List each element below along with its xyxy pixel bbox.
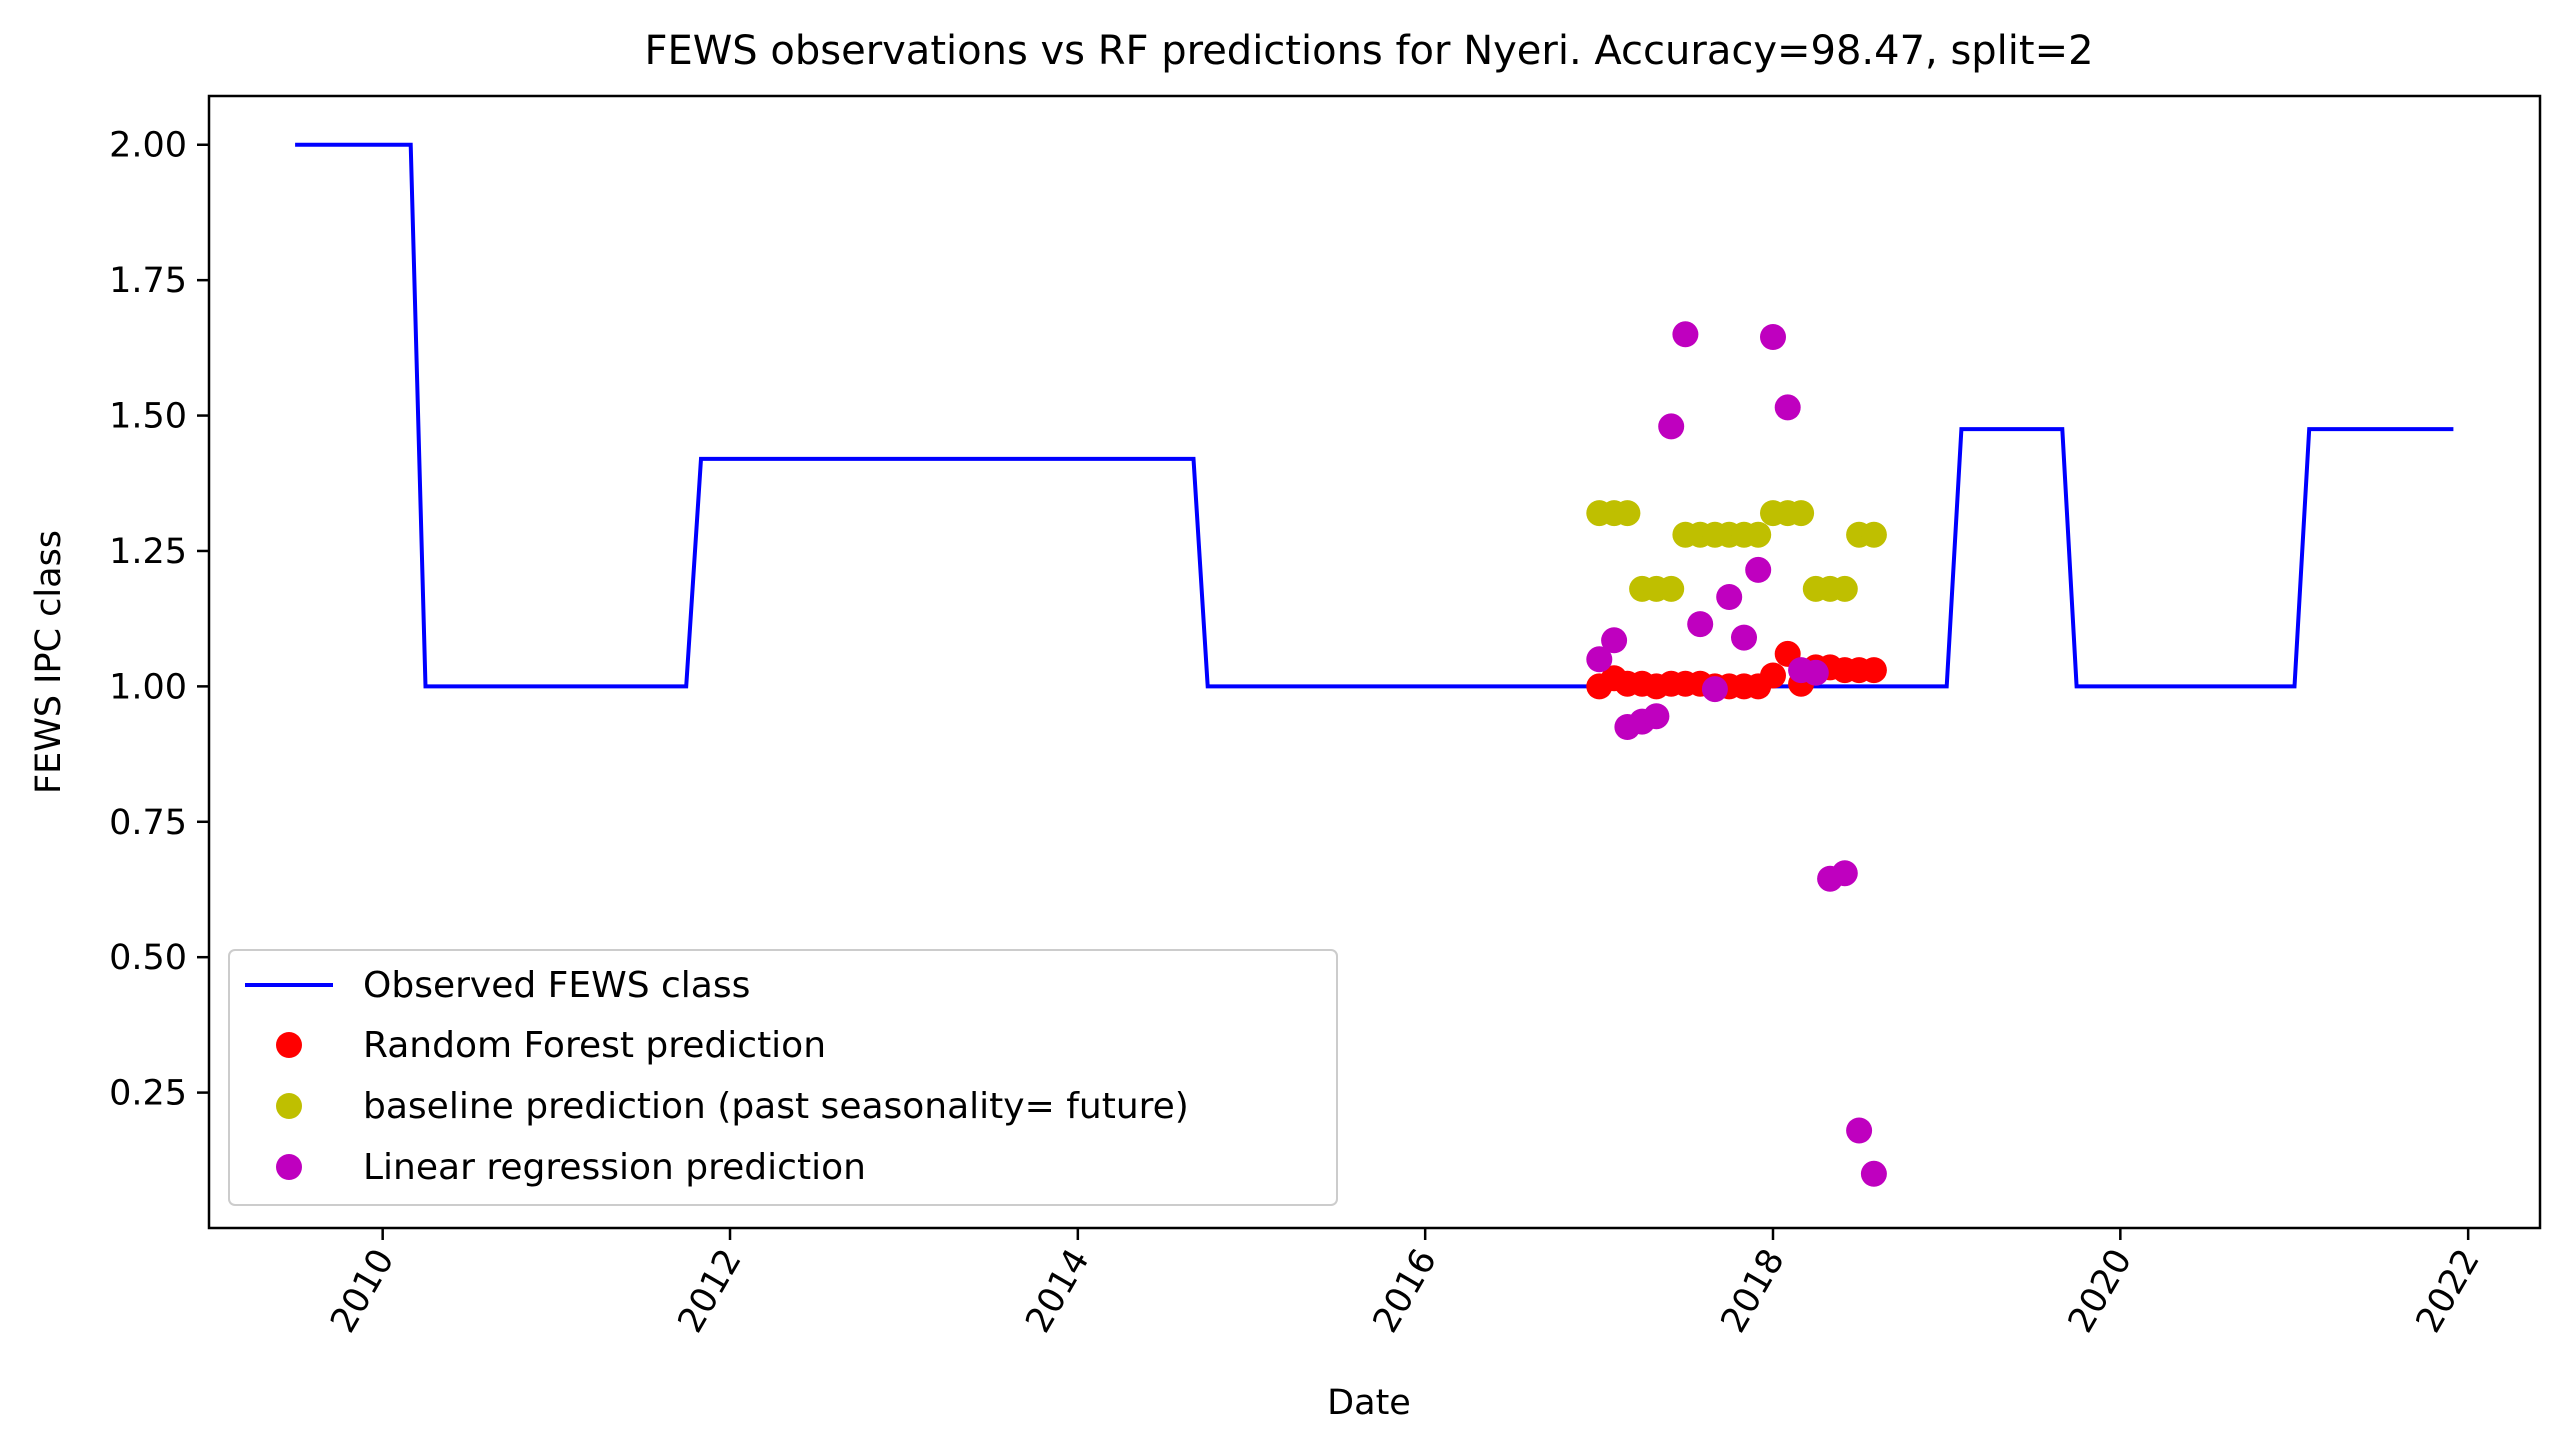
y-tick-label: 1.00	[109, 667, 187, 707]
linear-regression-point	[1774, 394, 1801, 421]
linear-regression-point	[1672, 321, 1699, 348]
linear-regression-point	[1760, 324, 1786, 350]
linear-regression-point	[1586, 646, 1613, 673]
baseline-point	[1788, 500, 1815, 527]
baseline-point	[1614, 500, 1641, 527]
observed-fews-line	[295, 142, 2454, 689]
legend-box	[228, 949, 1338, 1206]
linear-regression-point	[1716, 584, 1743, 610]
series-layer	[295, 142, 2454, 1187]
legend-marker-baseline	[276, 1093, 302, 1119]
linear-regression-point	[1658, 413, 1685, 440]
y-tick-label: 1.50	[109, 397, 187, 437]
linear-regression-point	[1601, 627, 1628, 654]
y-tick-label: 1.25	[109, 532, 187, 572]
legend-label-baseline: baseline prediction (past seasonality= f…	[363, 1086, 1189, 1127]
baseline-point	[1658, 575, 1685, 602]
plot-frame	[207, 94, 2542, 1230]
y-tick-label: 2.00	[109, 126, 187, 166]
plot-area	[207, 94, 2542, 1230]
x-axis-label: Date	[1327, 1383, 1411, 1423]
linear-regression-point	[1846, 1117, 1873, 1144]
legend-marker-linear-regression	[276, 1154, 302, 1180]
chart-title: FEWS observations vs RF predictions for …	[644, 28, 2093, 74]
y-tick-label: 0.75	[109, 803, 187, 843]
linear-regression-point	[1687, 611, 1714, 638]
y-axis: 0.25 0.50 0.75 1.00 1.25 1.50 1.75 2.00	[109, 126, 209, 1114]
y-tick-label: 1.75	[109, 261, 187, 301]
linear-regression-point	[1701, 676, 1728, 703]
linear-regression-point	[1860, 1160, 1887, 1187]
random-forest-point	[1760, 662, 1786, 689]
y-tick-label: 0.25	[109, 1074, 187, 1114]
legend-marker-random-forest	[276, 1032, 302, 1058]
legend: Observed FEWS class Random Forest predic…	[228, 949, 1338, 1206]
linear-regression-point	[1802, 659, 1829, 686]
linear-regression-point	[1731, 624, 1757, 651]
legend-label-random-forest: Random Forest prediction	[363, 1025, 826, 1066]
y-axis-label: FEWS IPC class	[29, 530, 69, 794]
linear-regression-point	[1643, 703, 1670, 730]
baseline-point	[1860, 521, 1887, 548]
legend-label-observed: Observed FEWS class	[363, 965, 750, 1006]
linear-regression-point	[1831, 860, 1858, 887]
linear-regression-point	[1745, 556, 1772, 583]
baseline-point	[1745, 521, 1772, 548]
baseline-point	[1831, 575, 1858, 602]
y-tick-label: 0.50	[109, 938, 187, 978]
random-forest-point	[1860, 657, 1887, 684]
legend-label-linear-regression: Linear regression prediction	[363, 1147, 866, 1188]
